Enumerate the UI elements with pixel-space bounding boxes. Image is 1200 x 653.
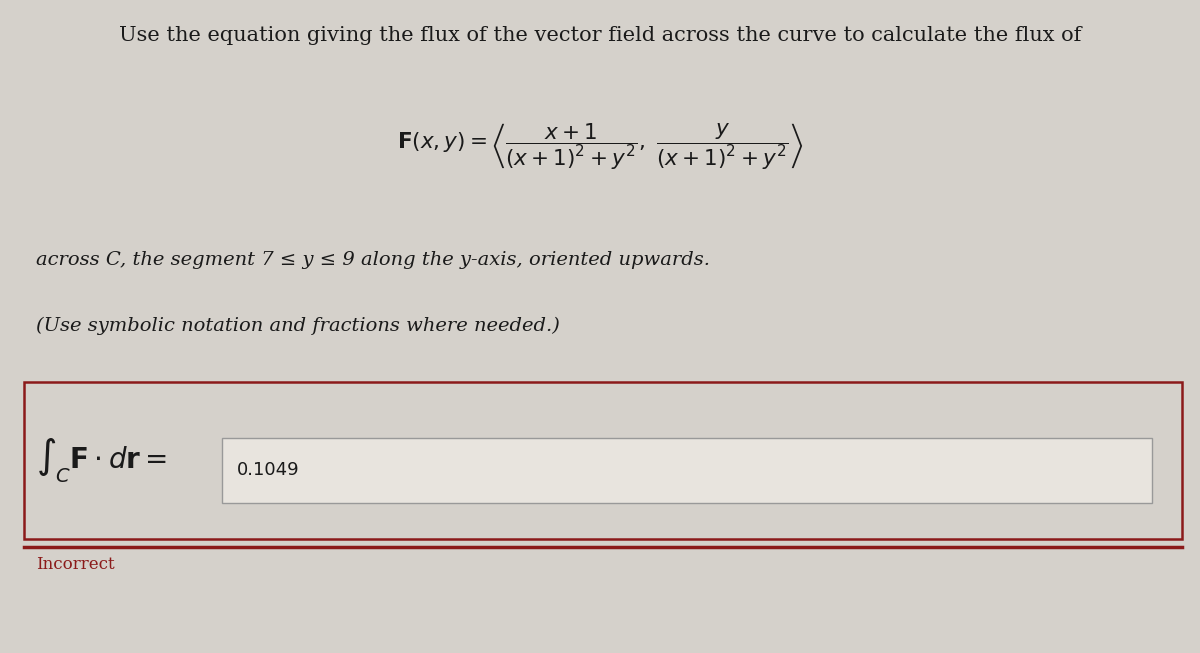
Text: Use the equation giving the flux of the vector field across the curve to calcula: Use the equation giving the flux of the … <box>119 26 1081 45</box>
Text: across C, the segment 7 ≤ y ≤ 9 along the y-axis, oriented upwards.: across C, the segment 7 ≤ y ≤ 9 along th… <box>36 251 710 270</box>
Text: (Use symbolic notation and fractions where needed.): (Use symbolic notation and fractions whe… <box>36 317 560 335</box>
Text: 0.1049: 0.1049 <box>236 461 299 479</box>
FancyBboxPatch shape <box>24 382 1182 539</box>
Text: $\int_C \mathbf{F} \cdot d\mathbf{r} =$: $\int_C \mathbf{F} \cdot d\mathbf{r} =$ <box>36 436 168 485</box>
Text: Incorrect: Incorrect <box>36 556 115 573</box>
Text: $\mathbf{F}(x, y) = \left\langle \dfrac{x+1}{(x+1)^2+y^2},\ \dfrac{y}{(x+1)^2+y^: $\mathbf{F}(x, y) = \left\langle \dfrac{… <box>397 121 803 172</box>
FancyBboxPatch shape <box>222 438 1152 503</box>
